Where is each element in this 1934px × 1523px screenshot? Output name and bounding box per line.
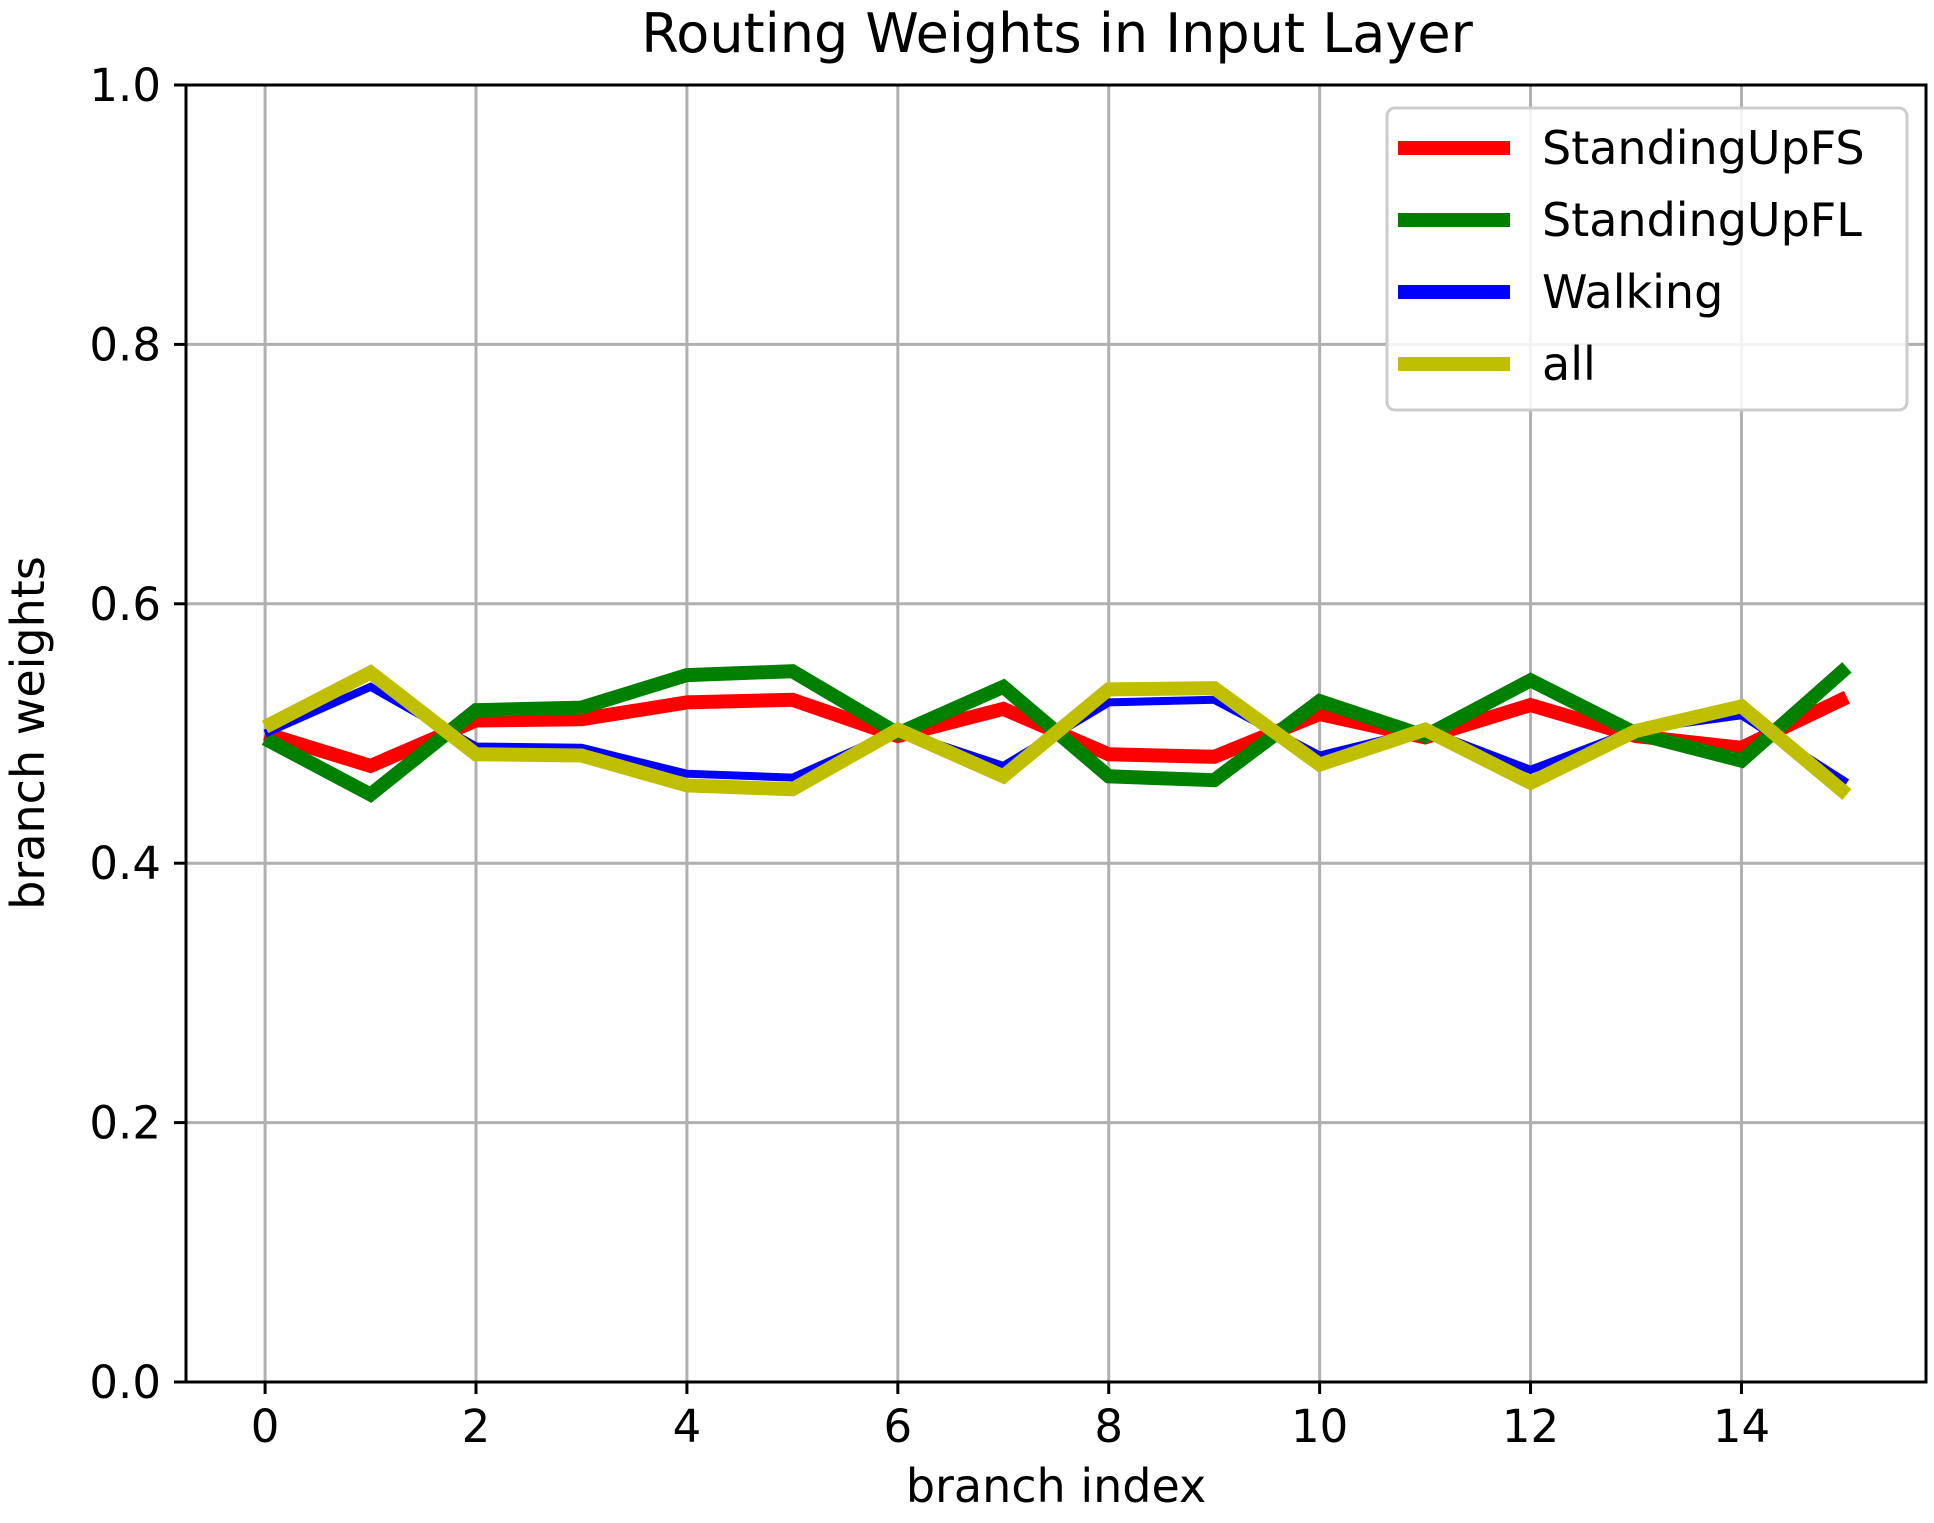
y-tick-label: 0.4	[89, 837, 161, 890]
y-tick-label: 1.0	[89, 59, 161, 112]
legend-label-walking: Walking	[1542, 265, 1723, 319]
series-lines	[261, 662, 1852, 803]
x-tick-label: 6	[883, 1400, 912, 1453]
y-tick-label: 0.6	[89, 578, 161, 631]
legend-label-standingupfs: StandingUpFS	[1542, 121, 1865, 175]
legend-items: StandingUpFS StandingUpFL Walking all	[1398, 121, 1865, 391]
x-tick-label: 0	[251, 1400, 280, 1453]
x-axis-title: branch index	[906, 1459, 1206, 1513]
series-line-all	[261, 664, 1852, 800]
y-tick-label: 0.2	[89, 1097, 161, 1150]
x-tick-label: 14	[1713, 1400, 1770, 1453]
x-tick-label: 2	[462, 1400, 491, 1453]
axis-ticks: 0 2 4 6 8 10 12 14 0.0 0.2 0.4 0.6 0.8 1.0	[89, 59, 1770, 1453]
x-tick-label: 12	[1502, 1400, 1559, 1453]
y-tick-label: 0.0	[89, 1356, 161, 1409]
chart-title: Routing Weights in Input Layer	[641, 2, 1473, 65]
plot-frame	[184, 83, 1928, 1384]
y-tick-label: 0.8	[89, 318, 161, 371]
x-tick-label: 4	[673, 1400, 702, 1453]
y-axis-title: branch weights	[1, 556, 55, 910]
legend-label-all: all	[1542, 337, 1596, 391]
x-tick-label: 8	[1094, 1400, 1123, 1453]
legend: StandingUpFS StandingUpFL Walking all	[1385, 106, 1909, 412]
legend-label-standingupfl: StandingUpFL	[1542, 193, 1862, 247]
x-tick-label: 10	[1291, 1400, 1348, 1453]
legend-box	[1385, 106, 1909, 412]
